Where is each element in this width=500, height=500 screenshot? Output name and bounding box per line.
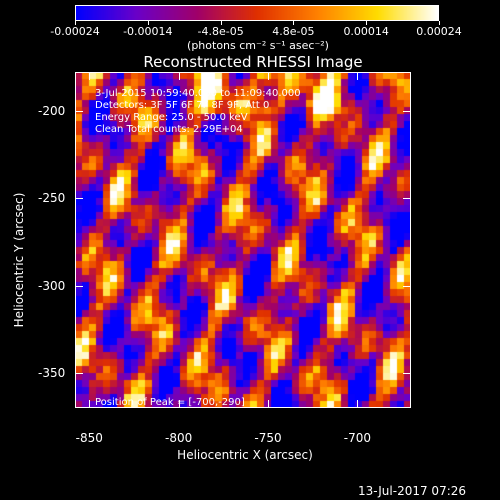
colorbar-tick <box>147 21 149 25</box>
x-tick-mark-top <box>89 72 91 80</box>
x-tick-label: -850 <box>75 431 103 445</box>
y-tick-mark <box>75 110 83 112</box>
y-tick-mark <box>75 198 83 199</box>
colorbar-tick <box>366 21 368 25</box>
annotation-clean-counts: Clean Total counts: 2.29E+04 <box>95 124 243 135</box>
y-tick-label: -350 <box>38 366 66 380</box>
colorbar-tick <box>220 21 222 25</box>
annotation-time-range: 3-Jul-2015 10:59:40.000 to 11:09:40.000 <box>95 88 301 99</box>
x-tick-mark <box>357 400 359 408</box>
y-axis-title: Heliocentric Y (arcsec) <box>12 192 26 328</box>
x-tick-mark <box>178 400 180 408</box>
colorbar-tick-label: -4.8e-05 <box>197 25 244 38</box>
colorbar-tick-label: 0.00024 <box>416 25 462 38</box>
colorbar-tick <box>75 21 76 25</box>
heatmap-image <box>75 72 411 408</box>
x-tick-mark <box>89 400 91 408</box>
x-axis-title: Heliocentric X (arcsec) <box>177 448 313 462</box>
y-tick-mark-right <box>403 110 411 112</box>
colorbar <box>75 5 439 21</box>
y-tick-mark-right <box>403 373 411 374</box>
colorbar-units: (photons cm⁻² s⁻¹ asec⁻²) <box>187 39 329 52</box>
x-tick-mark-top <box>268 72 270 80</box>
date-stamp: 13-Jul-2017 07:26 <box>358 484 467 498</box>
y-tick-label: -200 <box>38 103 66 118</box>
y-tick-label: -250 <box>38 191 66 205</box>
y-tick-mark-right <box>403 285 411 287</box>
annotation-energy-range: Energy Range: 25.0 - 50.0 keV <box>95 112 248 123</box>
x-tick-label: -700 <box>343 431 371 445</box>
colorbar-tick-label: 4.8e-05 <box>272 25 315 38</box>
annotation-detectors: Detectors: 3F 5F 6F 7F 8F 9F, Att 0 <box>95 100 270 111</box>
x-tick-mark-top <box>357 72 359 80</box>
y-tick-mark <box>75 285 83 287</box>
colorbar-tick-label: 0.00014 <box>343 25 389 38</box>
x-tick-mark-top <box>178 72 180 80</box>
y-tick-mark <box>75 373 83 374</box>
x-tick-label: -800 <box>165 431 193 445</box>
colorbar-tick-label: -0.00014 <box>123 25 173 38</box>
annotation-peak-position: Position of Peak = [-700,-290] <box>95 397 245 408</box>
y-tick-label: -300 <box>38 278 66 293</box>
plot-area <box>75 72 411 408</box>
colorbar-tick <box>439 21 440 25</box>
colorbar-tick <box>293 21 295 25</box>
colorbar-tick-label: -0.00024 <box>50 25 100 38</box>
y-tick-mark-right <box>403 198 411 199</box>
plot-title: Reconstructed RHESSI Image <box>143 53 363 71</box>
x-tick-label: -750 <box>254 431 282 445</box>
x-tick-mark <box>268 400 270 408</box>
